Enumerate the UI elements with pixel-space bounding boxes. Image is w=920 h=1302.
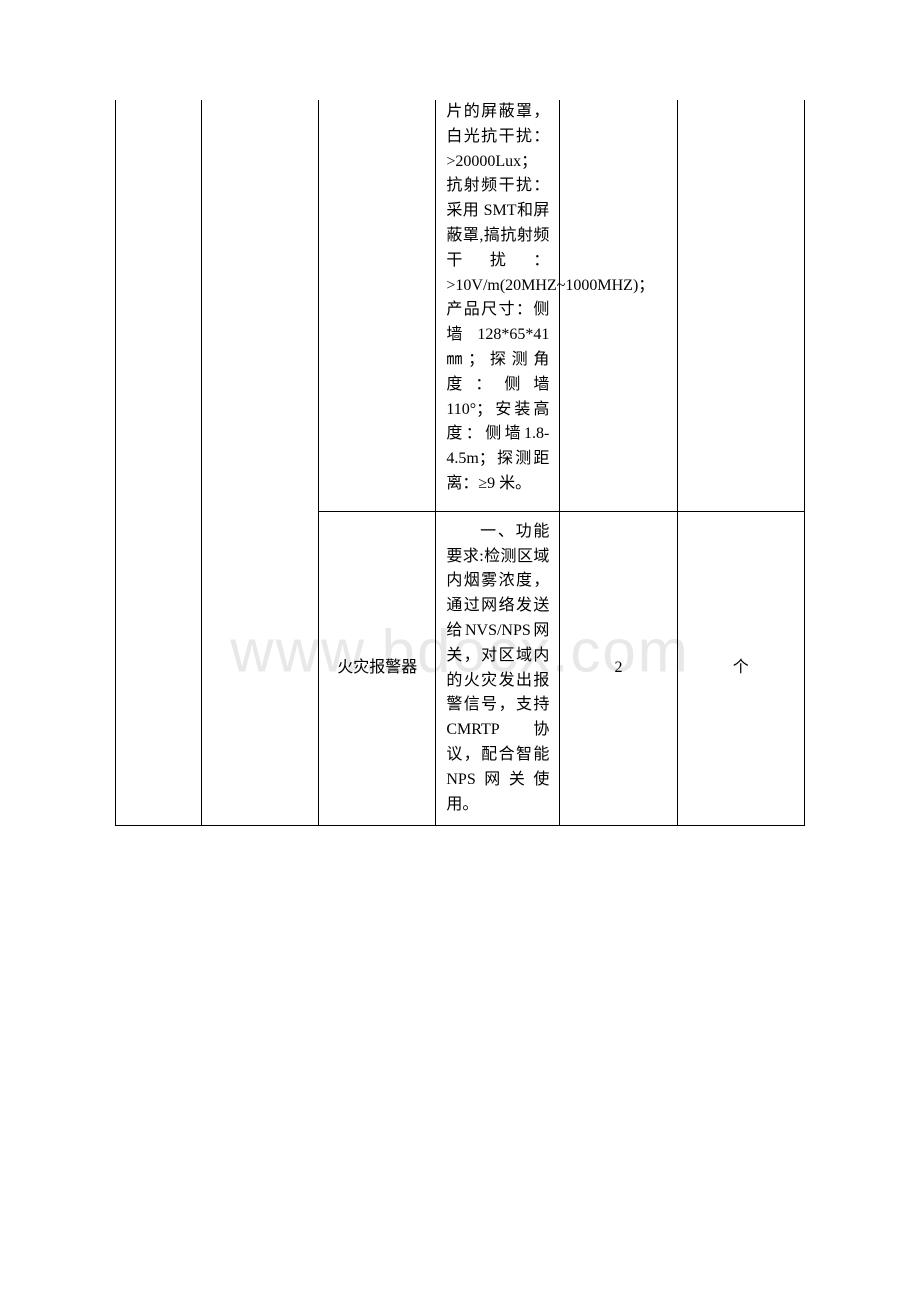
document-table-container: 片的屏蔽罩，白光抗干扰：>20000Lux；抗射频干扰：采用 SMT和屏蔽罩,搞…	[0, 0, 920, 826]
cell-r1-c4: 片的屏蔽罩，白光抗干扰：>20000Lux；抗射频干扰：采用 SMT和屏蔽罩,搞…	[436, 100, 560, 511]
cell-r1-c5	[560, 100, 677, 511]
cell-r1-c6	[677, 100, 804, 511]
cell-r1-c3	[319, 100, 436, 511]
table-row: 片的屏蔽罩，白光抗干扰：>20000Lux；抗射频干扰：采用 SMT和屏蔽罩,搞…	[116, 100, 805, 511]
cell-r2-c5: 2	[560, 511, 677, 826]
cell-r2-c4: 一、功能要求:检测区域内烟雾浓度，通过网络发送给NVS/NPS网关，对区域内的火…	[436, 511, 560, 826]
cell-r1-c2	[202, 100, 319, 826]
cell-r2-c4-prefix: 一、	[478, 523, 515, 540]
spec-table: 片的屏蔽罩，白光抗干扰：>20000Lux；抗射频干扰：采用 SMT和屏蔽罩,搞…	[115, 100, 805, 826]
cell-r2-c3: 火灾报警器	[319, 511, 436, 826]
cell-r2-c4-body: 功能要求:检测区域内烟雾浓度，通过网络发送给NVS/NPS网关，对区域内的火灾发…	[446, 523, 549, 813]
cell-r2-c6: 个	[677, 511, 804, 826]
cell-r1-c1	[116, 100, 202, 826]
